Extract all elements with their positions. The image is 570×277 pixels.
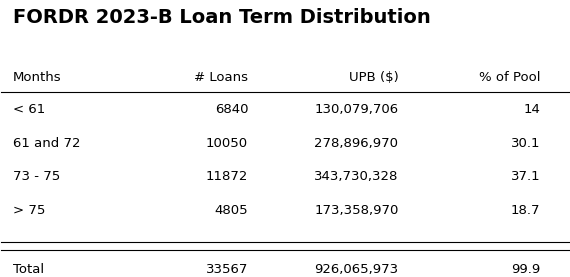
Text: > 75: > 75 (13, 204, 45, 217)
Text: 10050: 10050 (206, 137, 248, 150)
Text: 33567: 33567 (206, 263, 248, 276)
Text: 73 - 75: 73 - 75 (13, 170, 60, 183)
Text: UPB ($): UPB ($) (349, 71, 398, 84)
Text: 4805: 4805 (214, 204, 248, 217)
Text: Total: Total (13, 263, 44, 276)
Text: FORDR 2023-B Loan Term Distribution: FORDR 2023-B Loan Term Distribution (13, 8, 430, 27)
Text: 926,065,973: 926,065,973 (314, 263, 398, 276)
Text: 6840: 6840 (215, 103, 248, 116)
Text: 343,730,328: 343,730,328 (314, 170, 398, 183)
Text: 61 and 72: 61 and 72 (13, 137, 80, 150)
Text: 37.1: 37.1 (511, 170, 540, 183)
Text: 99.9: 99.9 (511, 263, 540, 276)
Text: % of Pool: % of Pool (479, 71, 540, 84)
Text: Months: Months (13, 71, 62, 84)
Text: 173,358,970: 173,358,970 (314, 204, 398, 217)
Text: # Loans: # Loans (194, 71, 248, 84)
Text: 18.7: 18.7 (511, 204, 540, 217)
Text: 11872: 11872 (206, 170, 248, 183)
Text: 278,896,970: 278,896,970 (315, 137, 398, 150)
Text: < 61: < 61 (13, 103, 45, 116)
Text: 130,079,706: 130,079,706 (314, 103, 398, 116)
Text: 14: 14 (523, 103, 540, 116)
Text: 30.1: 30.1 (511, 137, 540, 150)
